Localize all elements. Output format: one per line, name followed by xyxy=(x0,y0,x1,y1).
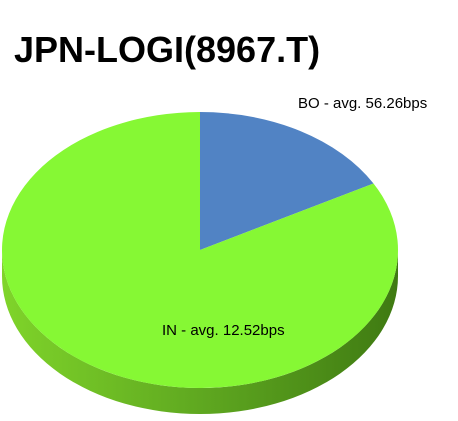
slice-label: IN - avg. 12.52bps xyxy=(162,322,285,339)
pie-slice xyxy=(200,112,374,250)
chart-title: JPN-LOGI(8967.T) xyxy=(14,29,320,70)
pie-side xyxy=(2,250,398,414)
pie-slice xyxy=(2,112,399,388)
slice-label: BO - avg. 56.26bps xyxy=(298,95,427,112)
